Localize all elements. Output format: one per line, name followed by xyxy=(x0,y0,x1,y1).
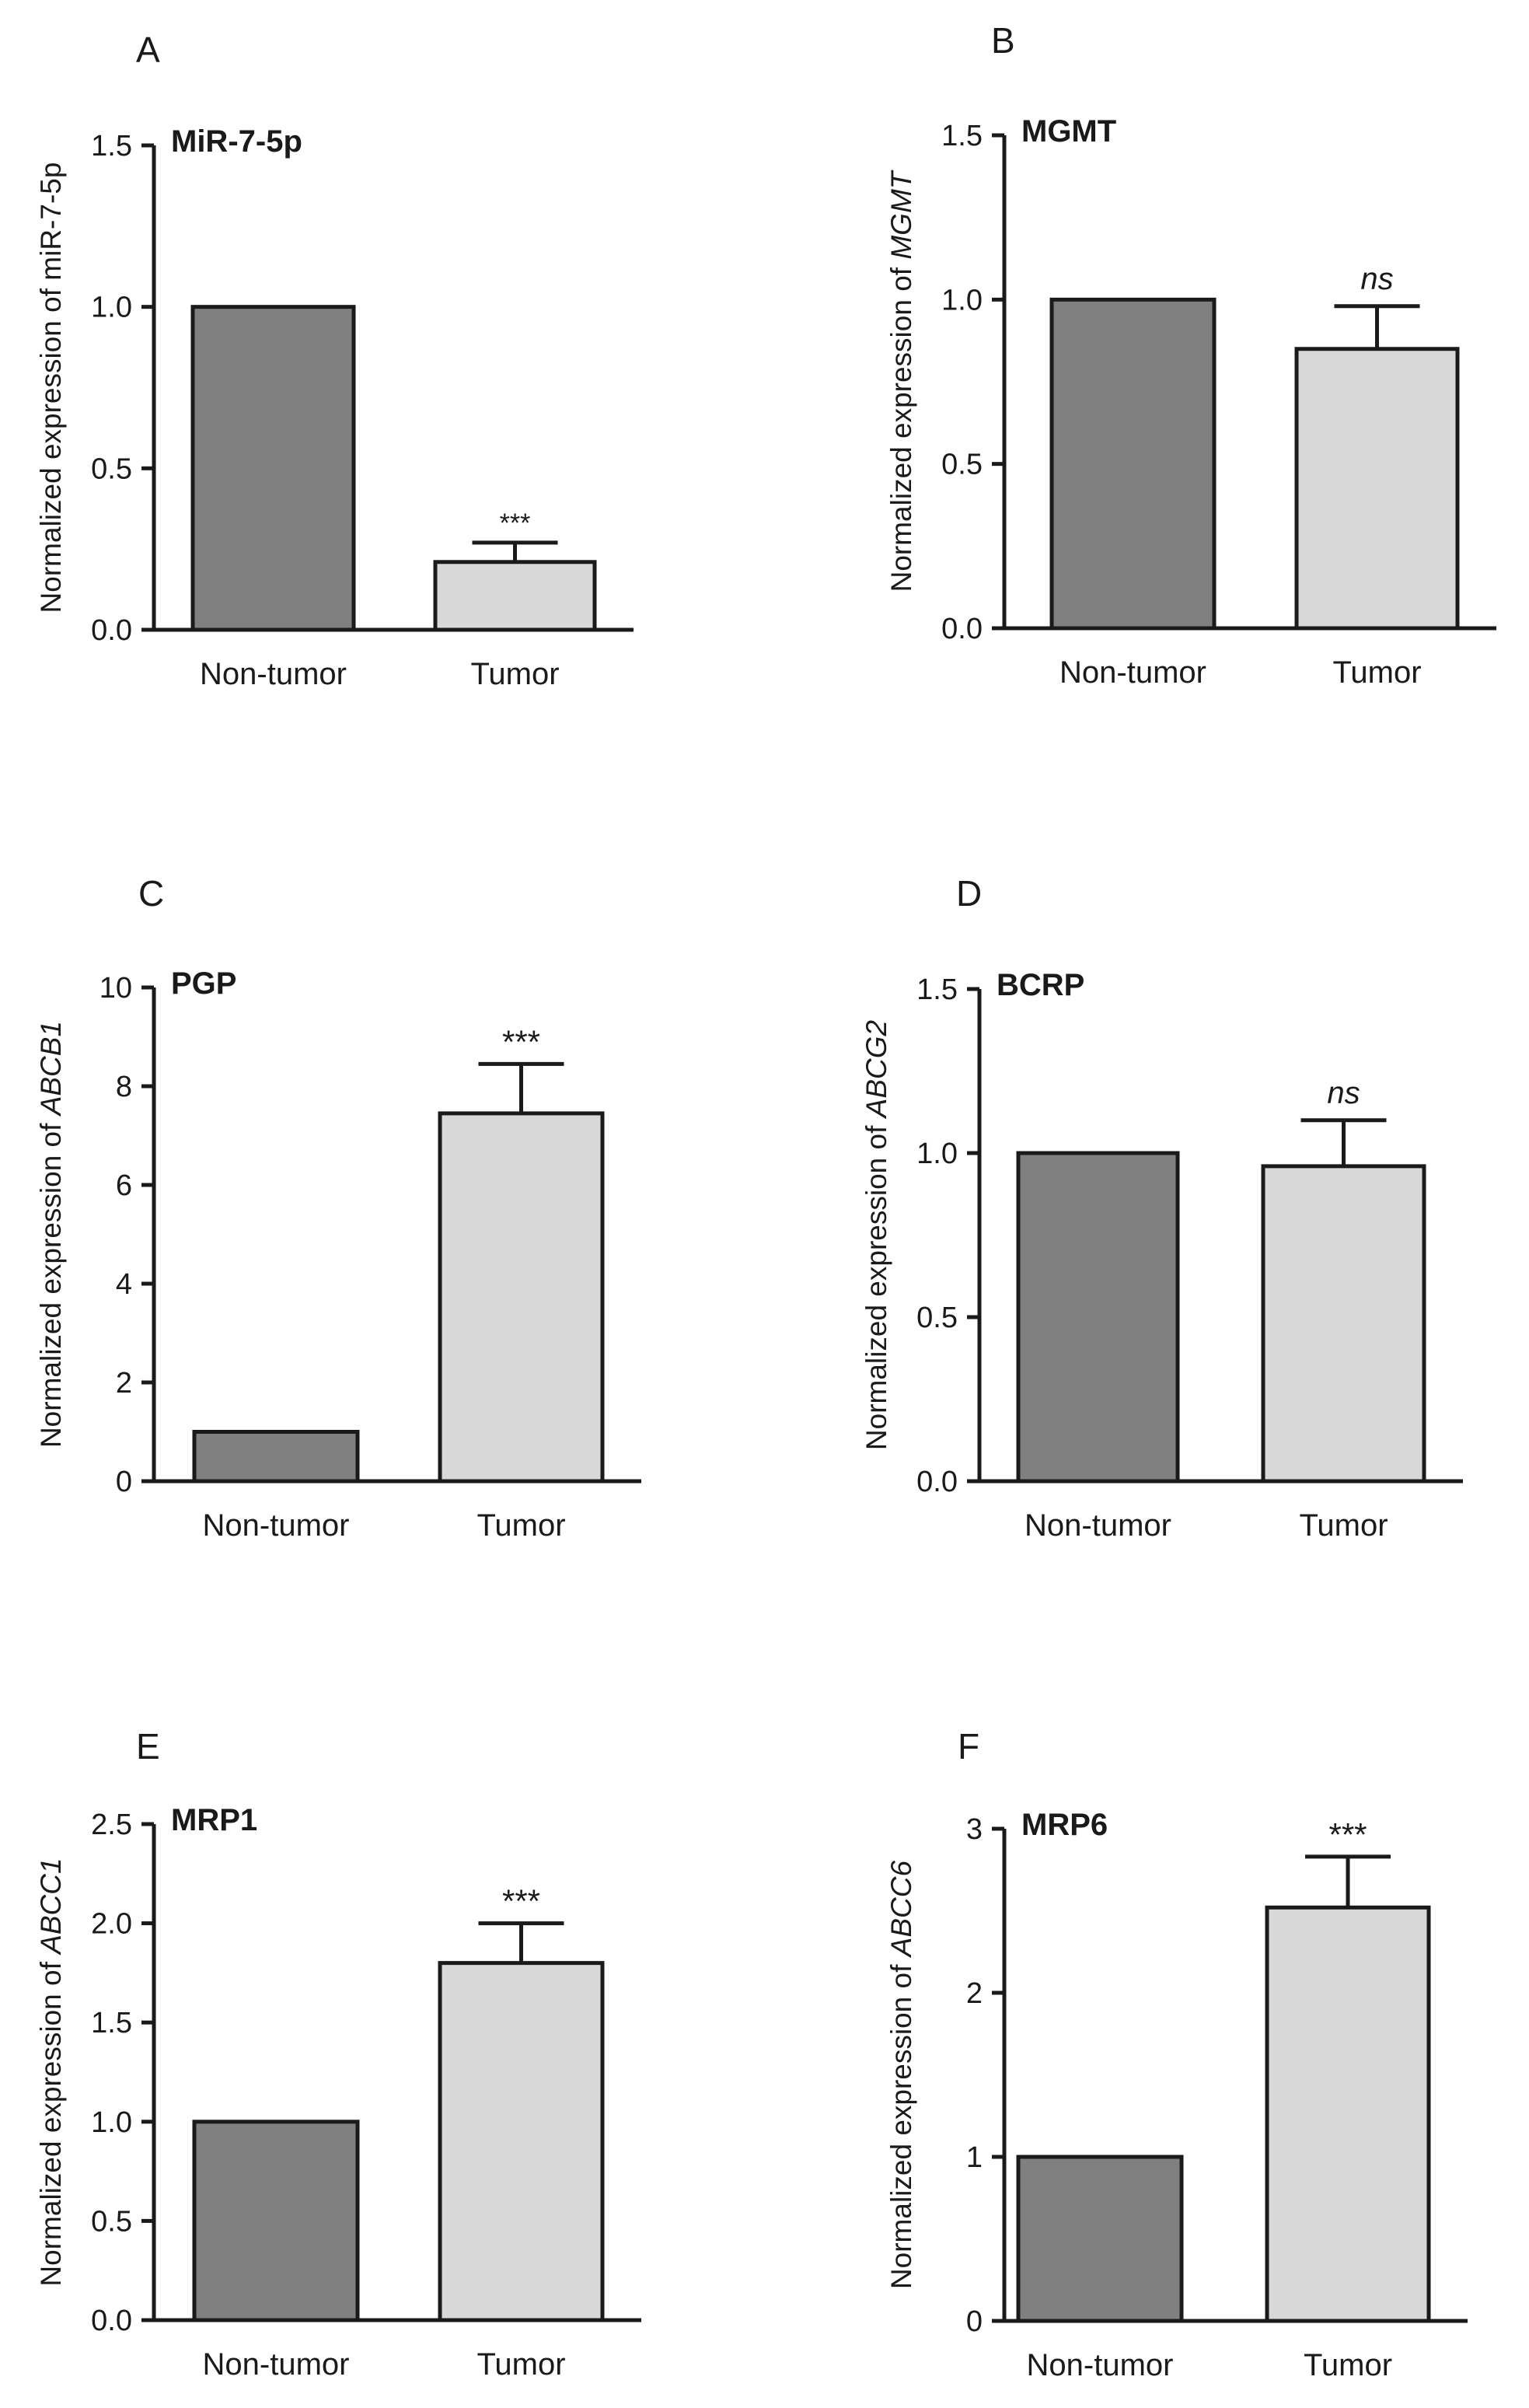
bar-non-tumor xyxy=(190,305,356,632)
bar-non-tumor xyxy=(1016,1151,1180,1484)
category-label: Tumor xyxy=(477,1508,565,1543)
category-label: Tumor xyxy=(1332,655,1421,690)
panel-letter: D xyxy=(956,873,982,914)
significance-label: ns xyxy=(1327,1076,1360,1110)
category-label: Non-tumor xyxy=(1027,2348,1174,2382)
y-tick-label: 1.0 xyxy=(941,284,983,316)
error-bar xyxy=(472,540,558,562)
y-tick-label: 1.0 xyxy=(91,292,132,324)
error-bar xyxy=(478,1061,564,1113)
y-tick-label: 1.5 xyxy=(91,2007,132,2039)
category-label: Non-tumor xyxy=(203,2347,350,2382)
error-bar xyxy=(478,1921,564,1963)
category-label: Tumor xyxy=(470,657,559,691)
y-tick-label: 0.5 xyxy=(91,453,132,485)
chart-title: MGMT xyxy=(1021,114,1116,149)
y-tick-label: 2.5 xyxy=(91,1809,132,1841)
y-tick-label: 1 xyxy=(966,2141,983,2174)
y-tick-label: 0.5 xyxy=(916,1302,958,1334)
y-tick-label: 0.0 xyxy=(91,2305,132,2337)
y-tick-label: 6 xyxy=(116,1169,132,1202)
y-axis-label: Normalized expression of ABCB1 xyxy=(35,1021,67,1448)
significance-label: *** xyxy=(500,509,531,538)
y-tick-label: 4 xyxy=(116,1268,132,1301)
y-tick-label: 3 xyxy=(966,1813,983,1846)
y-tick-label: 1.5 xyxy=(941,120,983,152)
bar-tumor xyxy=(1265,1905,1431,2323)
y-tick-label: 1.5 xyxy=(91,130,132,163)
y-tick-label: 1.5 xyxy=(916,973,958,1006)
y-tick-label: 0.5 xyxy=(91,2205,132,2238)
y-tick-label: 0.0 xyxy=(91,614,132,647)
error-bar xyxy=(1334,304,1420,349)
y-axis-label: Normalized expression of MGMT xyxy=(885,170,917,592)
category-label: Tumor xyxy=(477,2347,565,2382)
category-label: Non-tumor xyxy=(1059,655,1206,690)
y-tick-label: 2 xyxy=(116,1367,132,1400)
y-tick-label: 10 xyxy=(99,972,132,1005)
significance-label: *** xyxy=(1328,1816,1367,1853)
y-axis-label: Normalized expression of ABCC6 xyxy=(885,1861,917,2290)
y-tick-label: 8 xyxy=(116,1071,132,1103)
y-tick-label: 1.0 xyxy=(916,1138,958,1170)
category-label: Non-tumor xyxy=(200,657,347,691)
panel-letter: C xyxy=(138,873,164,914)
error-bar xyxy=(1305,1854,1391,1908)
category-label: Tumor xyxy=(1304,2348,1392,2382)
bar-non-tumor xyxy=(1016,2155,1184,2323)
chart-title: MRP6 xyxy=(1021,1808,1108,1842)
category-label: Non-tumor xyxy=(1025,1508,1171,1543)
y-tick-label: 0.0 xyxy=(941,613,983,645)
y-tick-label: 2 xyxy=(966,1977,983,2010)
significance-label: *** xyxy=(502,1883,540,1920)
bar-tumor xyxy=(433,560,597,632)
significance-label: ns xyxy=(1360,262,1393,296)
error-bar xyxy=(1300,1118,1387,1166)
y-tick-label: 1.0 xyxy=(91,2106,132,2139)
y-tick-label: 2.0 xyxy=(91,1908,132,1941)
panel-letter: E xyxy=(136,1726,160,1767)
significance-label: *** xyxy=(502,1023,540,1060)
y-axis-label: Normalized expression of ABCC1 xyxy=(35,1858,67,2286)
category-label: Tumor xyxy=(1299,1508,1388,1543)
chart-title: PGP xyxy=(171,966,236,1001)
chart-title: BCRP xyxy=(997,968,1084,1002)
y-tick-label: 0.0 xyxy=(916,1466,958,1498)
bar-non-tumor xyxy=(1049,297,1217,631)
panel-letter: B xyxy=(991,20,1015,61)
bar-non-tumor xyxy=(192,2120,360,2322)
y-axis-label: Normalized expression of ABCG2 xyxy=(860,1019,892,1450)
panel-letter: F xyxy=(958,1726,979,1767)
panel-letter: A xyxy=(136,30,160,70)
category-label: Non-tumor xyxy=(203,1508,350,1543)
chart-title: MRP1 xyxy=(171,1803,257,1837)
chart-title: MiR-7-5p xyxy=(171,124,302,159)
y-tick-label: 0.5 xyxy=(941,449,983,481)
y-tick-label: 0 xyxy=(966,2305,983,2338)
y-axis-label: Normalized expression of miR-7-5p xyxy=(35,163,67,613)
y-tick-label: 0 xyxy=(116,1466,132,1498)
